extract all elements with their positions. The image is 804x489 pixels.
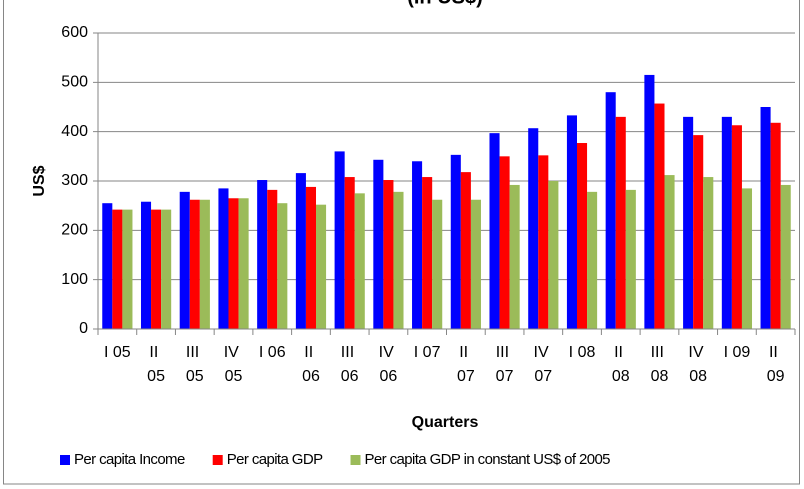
bar bbox=[509, 184, 520, 329]
bar bbox=[228, 198, 239, 329]
bar bbox=[267, 189, 278, 329]
legend-label: Per capita GDP in constant US$ of 2005 bbox=[365, 451, 611, 468]
bar bbox=[373, 159, 384, 329]
legend-label: Per capita GDP bbox=[227, 451, 323, 468]
bar bbox=[731, 125, 742, 330]
bar bbox=[587, 191, 598, 329]
bar bbox=[393, 191, 404, 329]
x-tick-label: III 05 bbox=[186, 344, 204, 385]
bar bbox=[277, 203, 288, 329]
bar bbox=[199, 199, 210, 329]
bar bbox=[770, 122, 781, 329]
y-axis-title: US$ bbox=[31, 165, 48, 196]
bar bbox=[693, 135, 704, 329]
x-tick-label: IV 06 bbox=[379, 344, 399, 385]
x-tick-label: II 09 bbox=[767, 344, 785, 385]
x-tick-label: III 07 bbox=[496, 344, 514, 385]
bar bbox=[450, 154, 461, 329]
bar bbox=[354, 193, 365, 329]
bar bbox=[257, 180, 268, 329]
bar bbox=[218, 188, 229, 329]
bar bbox=[721, 116, 732, 329]
bar bbox=[548, 181, 559, 329]
bar bbox=[489, 133, 500, 329]
bar bbox=[412, 161, 423, 329]
legend-label: Per capita Income bbox=[74, 451, 185, 468]
bar bbox=[644, 74, 655, 329]
x-tick-label: I 09 bbox=[724, 344, 751, 361]
x-tick-label: II 07 bbox=[457, 344, 475, 385]
x-tick-label: II 05 bbox=[147, 344, 165, 385]
bar bbox=[151, 209, 162, 329]
x-tick-label: III 08 bbox=[651, 344, 669, 385]
x-axis-title: Quarters bbox=[412, 414, 479, 431]
bar bbox=[161, 209, 172, 329]
bar bbox=[703, 177, 714, 329]
bar bbox=[741, 188, 753, 329]
x-tick-label: II 08 bbox=[612, 344, 630, 385]
bar bbox=[538, 155, 549, 329]
bar bbox=[460, 172, 471, 329]
x-tick-label: IV 08 bbox=[688, 344, 708, 385]
y-tick-label: 100 bbox=[61, 271, 88, 288]
bar bbox=[383, 180, 394, 329]
legend-swatch bbox=[212, 455, 223, 465]
bar bbox=[179, 191, 190, 329]
bar bbox=[422, 177, 433, 329]
x-tick-label: I 08 bbox=[569, 344, 596, 361]
x-tick-label: II 06 bbox=[302, 344, 320, 385]
bar bbox=[528, 128, 539, 329]
bar bbox=[189, 199, 200, 329]
y-tick-label: 0 bbox=[79, 320, 88, 337]
bar bbox=[625, 189, 636, 329]
bar bbox=[238, 198, 249, 329]
bar bbox=[470, 199, 481, 329]
bar bbox=[102, 203, 113, 329]
bar bbox=[140, 201, 152, 329]
bar bbox=[615, 116, 626, 329]
bar bbox=[499, 156, 510, 329]
bar bbox=[566, 115, 577, 330]
y-tick-label: 400 bbox=[61, 123, 88, 140]
x-tick-label: III 06 bbox=[341, 344, 359, 385]
bar bbox=[576, 143, 588, 329]
bar bbox=[295, 173, 306, 329]
bar bbox=[683, 116, 694, 329]
bar bbox=[780, 184, 791, 329]
y-tick-label: 500 bbox=[61, 74, 88, 91]
y-tick-label: 600 bbox=[61, 24, 88, 41]
chart-title: (In US$) bbox=[407, 0, 483, 8]
bar bbox=[344, 177, 355, 329]
bar bbox=[664, 175, 675, 329]
bar bbox=[316, 204, 327, 329]
bar bbox=[305, 186, 317, 329]
y-tick-label: 300 bbox=[61, 172, 88, 189]
legend-swatch bbox=[60, 455, 70, 465]
bar bbox=[760, 107, 771, 329]
bar bbox=[122, 209, 133, 329]
x-tick-label: IV 05 bbox=[224, 344, 244, 385]
x-tick-label: IV 07 bbox=[534, 344, 554, 385]
legend-swatch bbox=[350, 455, 361, 465]
bar bbox=[432, 199, 443, 329]
bar bbox=[112, 209, 123, 329]
bar bbox=[605, 92, 616, 329]
y-tick-label: 200 bbox=[61, 222, 88, 239]
x-tick-label: I 05 bbox=[104, 344, 131, 361]
bar bbox=[334, 151, 345, 329]
x-tick-label: I 06 bbox=[259, 344, 286, 361]
bar bbox=[654, 103, 665, 330]
x-tick-label: I 07 bbox=[414, 344, 441, 361]
